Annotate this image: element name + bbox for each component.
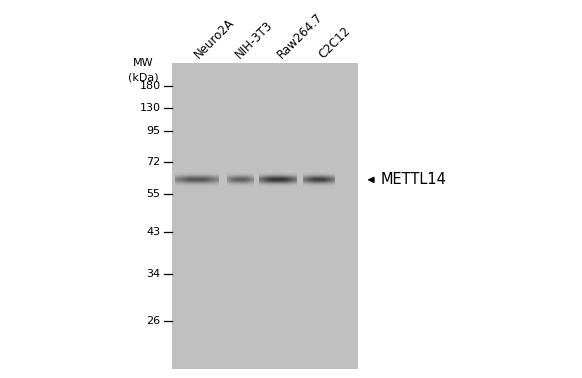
Text: Raw264.7: Raw264.7 [275, 10, 325, 61]
Text: 95: 95 [147, 126, 161, 136]
Text: 130: 130 [140, 103, 161, 113]
Text: 43: 43 [147, 227, 161, 237]
Text: 180: 180 [140, 81, 161, 91]
Text: NIH-3T3: NIH-3T3 [233, 18, 275, 61]
Text: C2C12: C2C12 [317, 24, 353, 61]
Text: 26: 26 [147, 316, 161, 326]
Text: 72: 72 [147, 157, 161, 167]
Text: (kDa): (kDa) [128, 72, 159, 82]
Text: 55: 55 [147, 189, 161, 199]
Text: 34: 34 [147, 269, 161, 279]
Text: Neuro2A: Neuro2A [192, 15, 237, 61]
Text: MW: MW [133, 58, 154, 68]
Bar [172, 62, 357, 369]
Text: METTL14: METTL14 [381, 172, 446, 187]
